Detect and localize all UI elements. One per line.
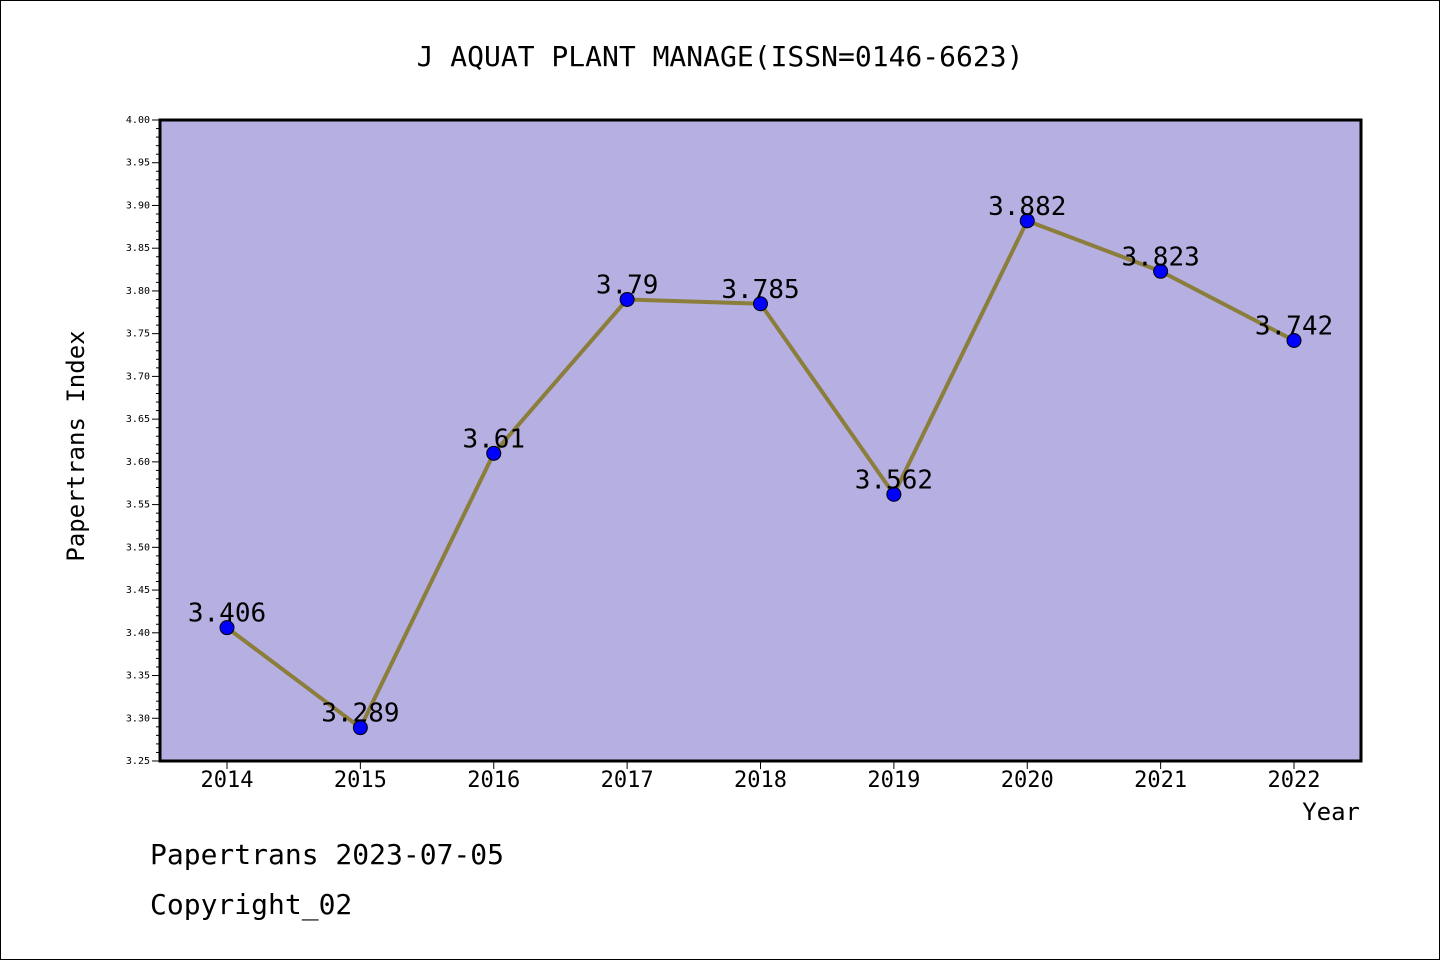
y-tick-label: 3.55 [126, 500, 150, 511]
y-tick-label: 3.85 [126, 243, 150, 254]
y-axis-title: Papertrans Index [62, 330, 90, 561]
plot-area [158, 118, 1363, 763]
data-point [1153, 263, 1169, 279]
x-axis: 2014 2015 2016 2017 2018 2019 2020 2021 2022 [201, 761, 1321, 793]
data-labels: 3.406 3.289 3.61 3.79 3.785 3.562 3.882 3.823 3.… [188, 192, 1333, 729]
footer-date: Papertrans 2023-07-05 [150, 838, 504, 871]
y-tick-label: 3.80 [126, 286, 150, 297]
y-tick-label: 3.40 [126, 628, 150, 639]
y-tick-label: 3.50 [126, 542, 150, 553]
data-point [1286, 333, 1302, 349]
y-tick-label: 4.00 [126, 115, 150, 126]
x-tick-label: 2022 [1268, 768, 1321, 793]
y-tick-label: 3.60 [126, 457, 150, 468]
data-label: 3.742 [1255, 312, 1333, 342]
x-axis-title: Year [1302, 798, 1360, 826]
data-point [486, 445, 502, 461]
data-label: 3.289 [321, 699, 399, 729]
data-point [886, 486, 902, 502]
x-tick-label: 2019 [867, 768, 920, 793]
x-tick-label: 2021 [1134, 768, 1187, 793]
chart-title: J AQUAT PLANT MANAGE(ISSN=0146-6623) [417, 40, 1024, 73]
x-tick-label: 2018 [734, 768, 787, 793]
y-tick-label: 3.45 [126, 585, 150, 596]
x-tick-label: 2015 [334, 768, 387, 793]
x-tick-label: 2017 [601, 768, 654, 793]
y-axis: 3.25 3.30 3.35 3.40 3.45 3.50 3.55 3.60 3.65 3.70… [126, 115, 160, 767]
data-label: 3.823 [1121, 242, 1199, 272]
y-tick-label: 3.95 [126, 158, 150, 169]
y-tick-label: 3.70 [126, 371, 150, 382]
data-point [352, 720, 368, 736]
data-label: 3.406 [188, 599, 266, 629]
x-tick-label: 2014 [201, 768, 254, 793]
y-tick-label: 3.35 [126, 671, 150, 682]
y-tick-label: 3.30 [126, 713, 150, 724]
data-point [219, 620, 235, 636]
data-label: 3.79 [596, 270, 659, 300]
x-tick-label: 2016 [467, 768, 520, 793]
data-label: 3.882 [988, 192, 1066, 222]
footer-copyright: Copyright_02 [150, 888, 352, 922]
data-label: 3.785 [721, 275, 799, 305]
data-label: 3.61 [462, 424, 525, 454]
data-point-markers [219, 213, 1302, 736]
data-point [1019, 213, 1035, 229]
y-tick-label: 3.25 [126, 756, 150, 767]
x-tick-label: 2020 [1001, 768, 1054, 793]
y-tick-label: 3.90 [126, 200, 150, 211]
data-point [753, 296, 768, 312]
data-point [619, 291, 635, 307]
data-label: 3.562 [855, 465, 933, 495]
y-tick-label: 3.65 [126, 414, 150, 425]
y-tick-label: 3.75 [126, 329, 150, 340]
